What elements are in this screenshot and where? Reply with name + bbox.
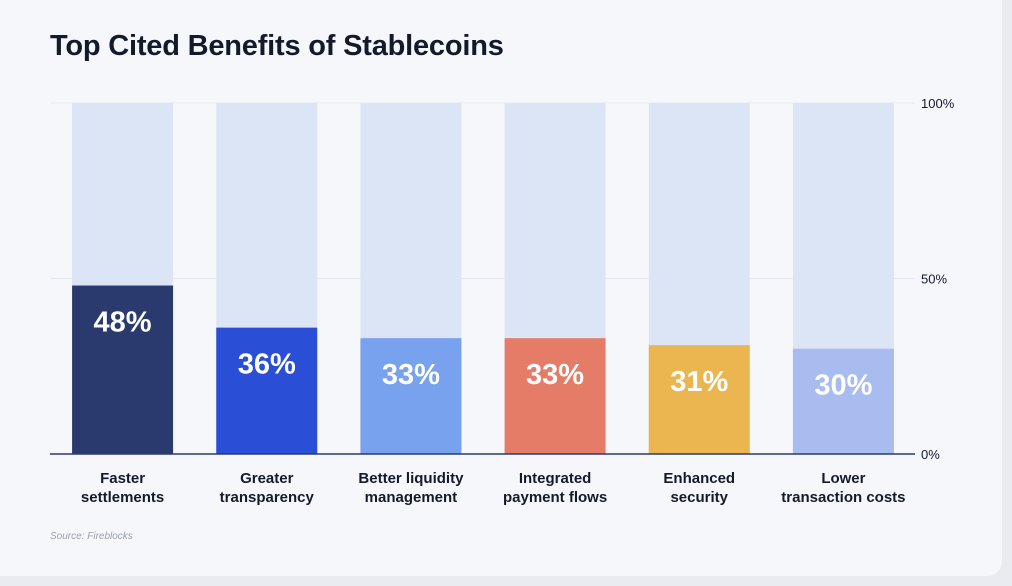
bar (360, 338, 462, 454)
category-label: Greater (240, 470, 294, 487)
bar-value-label: 33% (526, 359, 584, 391)
category-label: Enhanced (663, 470, 735, 487)
bar-value-label: 30% (814, 370, 872, 402)
category-label: transparency (220, 489, 315, 506)
category-label: Faster (100, 470, 145, 487)
category-label: settlements (81, 489, 164, 506)
source-note: Source: Fireblocks (50, 531, 133, 542)
y-tick-label: 100% (921, 96, 955, 111)
category-label: Better liquidity (358, 470, 464, 487)
category-label: security (670, 489, 728, 506)
bar (216, 327, 318, 454)
bar (72, 285, 174, 454)
y-tick-label: 0% (921, 447, 940, 462)
bar (648, 345, 750, 454)
bar (792, 348, 894, 454)
category-label: Integrated (519, 470, 592, 487)
bar-value-label: 36% (238, 349, 296, 381)
bar (504, 338, 606, 454)
bar-value-label: 48% (94, 307, 152, 339)
bar-value-label: 33% (382, 359, 440, 391)
category-label: Lower (821, 470, 865, 487)
bar-chart: 48% Faster settlements 36% Greater transparen… (50, 96, 955, 506)
category-label: payment flows (503, 489, 607, 506)
chart-title: Top Cited Benefits of Stablecoins (50, 30, 504, 62)
chart-card: Top Cited Benefits of Stablecoins 48% Fas… (0, 0, 1002, 576)
category-label: management (365, 489, 458, 506)
category-label: transaction costs (781, 489, 905, 506)
bar-value-label: 31% (670, 366, 728, 398)
y-tick-label: 50% (921, 272, 947, 287)
